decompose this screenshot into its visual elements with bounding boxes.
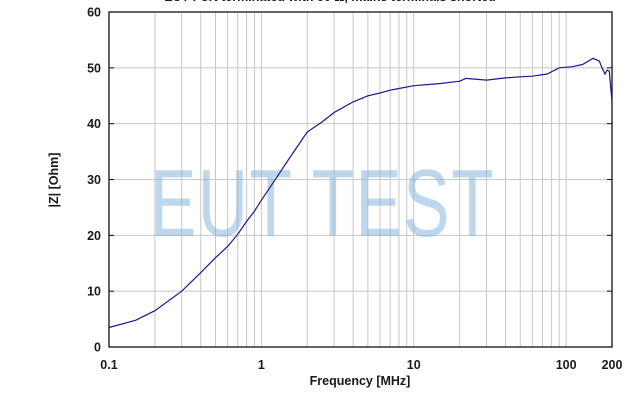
grid-lines xyxy=(109,12,612,347)
y-axis: 0 10 20 30 40 50 60 xyxy=(87,6,612,355)
x-tick-label: 200 xyxy=(602,358,623,372)
y-axis-title: |Z| [Ohm] xyxy=(47,153,61,208)
x-tick-label: 0.1 xyxy=(100,358,117,372)
y-tick-label: 0 xyxy=(94,341,101,355)
impedance-curve xyxy=(108,57,613,329)
x-axis: 0.1 1 10 100 200 xyxy=(100,358,622,372)
y-tick-label: 40 xyxy=(87,117,101,131)
y-tick-label: 60 xyxy=(87,6,101,20)
x-tick-label: 10 xyxy=(407,358,421,372)
chart-title: EUT Port terminated with 50 Ω, mains ter… xyxy=(164,0,496,4)
y-tick-label: 30 xyxy=(87,173,101,187)
y-tick-label: 50 xyxy=(87,61,101,75)
x-tick-label: 100 xyxy=(556,358,577,372)
x-tick-label: 1 xyxy=(258,358,265,372)
chart-title-text: EUT Port terminated with 50 Ω, mains ter… xyxy=(164,0,496,4)
watermark: EUT TEST xyxy=(150,150,495,257)
x-axis-title: Frequency [MHz] xyxy=(310,374,411,388)
y-tick-label: 10 xyxy=(87,285,101,299)
watermark-text: EUT TEST xyxy=(150,150,495,257)
y-tick-label: 20 xyxy=(87,229,101,243)
